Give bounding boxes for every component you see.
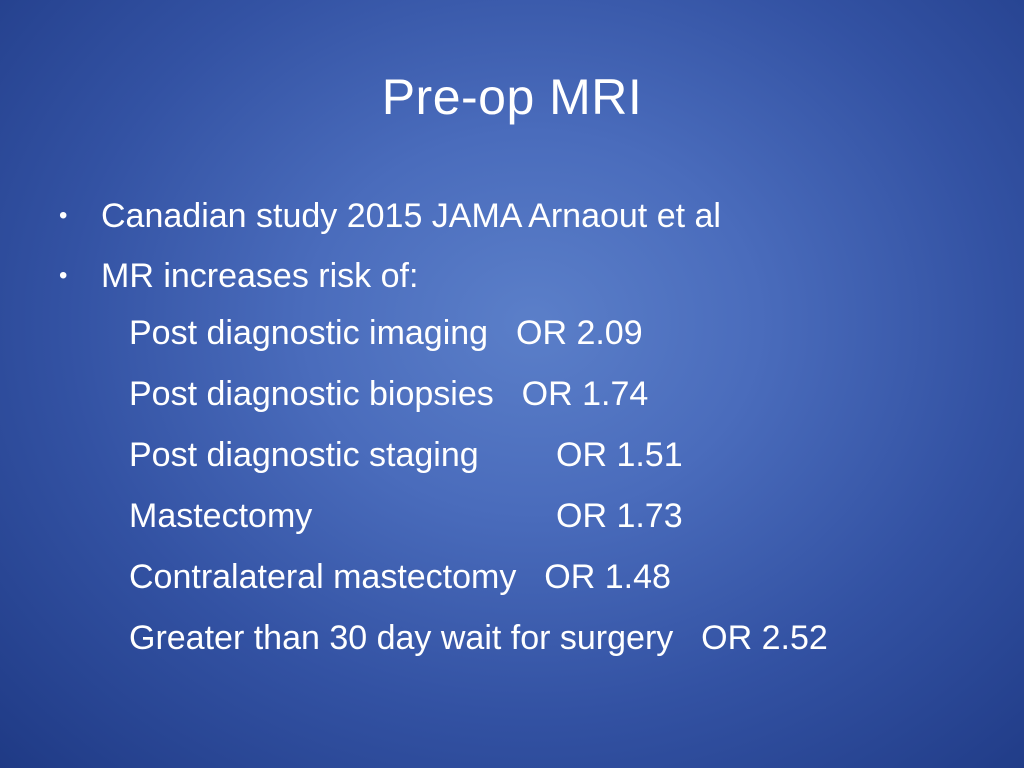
risk-odds-ratio: OR 2.52: [701, 619, 828, 657]
risk-item: Post diagnostic staging OR 1.51: [129, 425, 1009, 486]
risk-label: Greater than 30 day wait for surgery: [129, 619, 683, 657]
bullet-list: • Canadian study 2015 JAMA Arnaout et al…: [56, 186, 996, 306]
risk-item: Contralateral mastectomy OR 1.48: [129, 547, 1009, 608]
bullet-item: • Canadian study 2015 JAMA Arnaout et al: [56, 186, 996, 246]
risk-odds-ratio: OR 1.74: [521, 375, 649, 413]
risk-list: Post diagnostic imaging OR 2.09 Post dia…: [129, 303, 1009, 669]
risk-odds-ratio: OR 1.73: [556, 497, 683, 535]
risk-odds-ratio: OR 1.51: [556, 436, 683, 474]
risk-item: Post diagnostic biopsies OR 1.74: [129, 364, 1009, 425]
risk-label: Contralateral mastectomy: [129, 558, 526, 596]
bullet-item: • MR increases risk of:: [56, 246, 996, 306]
risk-odds-ratio: OR 2.09: [516, 314, 643, 352]
risk-odds-ratio: OR 1.48: [544, 558, 671, 596]
risk-label: Post diagnostic biopsies: [129, 375, 504, 413]
risk-label: Post diagnostic imaging: [129, 314, 498, 352]
slide-title: Pre-op MRI: [381, 69, 643, 125]
bullet-text: MR increases risk of:: [101, 257, 419, 295]
risk-label: Post diagnostic staging: [129, 436, 479, 474]
risk-item: Post diagnostic imaging OR 2.09: [129, 303, 1009, 364]
bullet-text: Canadian study 2015 JAMA Arnaout et al: [101, 197, 721, 235]
risk-item: Mastectomy OR 1.73: [129, 486, 1009, 547]
bullet-icon: •: [59, 202, 68, 229]
bullet-icon: •: [59, 262, 68, 289]
risk-label: Mastectomy: [129, 497, 313, 535]
risk-item: Greater than 30 day wait for surgery OR …: [129, 608, 1009, 669]
